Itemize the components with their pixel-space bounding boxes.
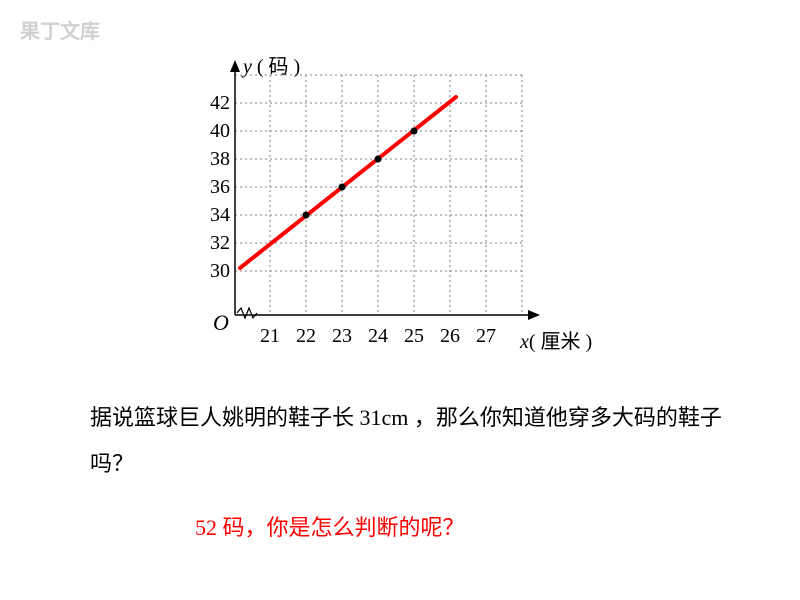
y-axis-label: y ( 码 ) bbox=[243, 50, 300, 79]
y-tick: 30 bbox=[190, 260, 230, 283]
answer-text: 52 码，你是怎么判断的呢？ bbox=[195, 510, 465, 542]
y-tick: 32 bbox=[190, 232, 230, 255]
y-tick: 38 bbox=[190, 148, 230, 171]
x-tick: 22 bbox=[291, 325, 321, 348]
chart-svg bbox=[175, 55, 625, 355]
x-tick: 24 bbox=[363, 325, 393, 348]
y-tick: 42 bbox=[190, 92, 230, 115]
watermark: 果丁文库 bbox=[20, 15, 100, 44]
x-axis-label: x( 厘米 ) bbox=[520, 325, 592, 354]
y-tick: 34 bbox=[190, 204, 230, 227]
y-tick: 36 bbox=[190, 176, 230, 199]
origin-label: O bbox=[213, 310, 229, 336]
x-tick: 27 bbox=[471, 325, 501, 348]
x-tick: 25 bbox=[399, 325, 429, 348]
x-tick: 23 bbox=[327, 325, 357, 348]
question-text: 据说篮球巨人姚明的鞋子长 31cm ，那么你知道他穿多大码的鞋子吗？ bbox=[90, 395, 740, 487]
x-tick: 21 bbox=[255, 325, 285, 348]
y-tick: 40 bbox=[190, 120, 230, 143]
chart: y ( 码 ) x( 厘米 ) O 42403836343230 2122232… bbox=[175, 55, 625, 355]
x-tick: 26 bbox=[435, 325, 465, 348]
